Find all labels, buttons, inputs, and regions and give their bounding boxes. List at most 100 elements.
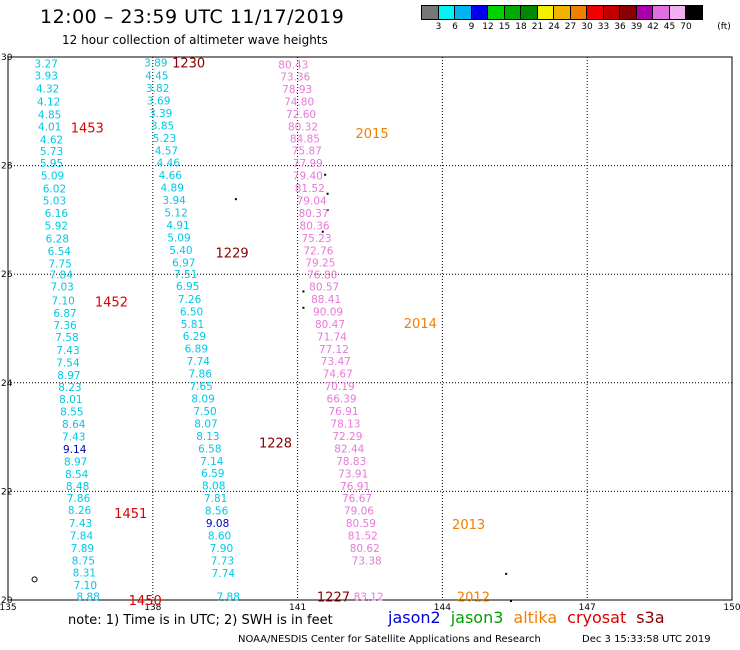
swh-value: 7.54 bbox=[56, 358, 80, 370]
swh-value: 6.58 bbox=[198, 444, 221, 456]
legend-entry-cryosat: cryosat bbox=[567, 608, 627, 627]
swh-value: 7.36 bbox=[53, 320, 77, 332]
generated-timestamp: Dec 3 15:33:58 UTC 2019 bbox=[582, 634, 711, 645]
swh-value: 7.58 bbox=[55, 332, 78, 344]
colorbar-label: 36 bbox=[614, 22, 626, 32]
pass-time-label: 2013 bbox=[452, 518, 485, 533]
map-subtitle: 12 hour collection of altimeter wave hei… bbox=[62, 33, 328, 47]
swh-value: 74.80 bbox=[284, 97, 314, 109]
swh-value: 7.84 bbox=[50, 270, 74, 282]
swh-value: 3.82 bbox=[146, 83, 169, 95]
swh-value: 7.51 bbox=[174, 269, 197, 281]
pass-time-label: 2012 bbox=[457, 591, 490, 606]
lon-tick-label: 138 bbox=[144, 603, 161, 613]
swh-value: 5.09 bbox=[41, 170, 64, 182]
island-speck bbox=[326, 209, 329, 212]
satellite-legend: jason2 jason3 altika cryosat s3a bbox=[388, 608, 665, 627]
swh-value: 80.47 bbox=[315, 319, 345, 331]
swh-value: 8.56 bbox=[205, 505, 229, 517]
swh-value: 7.89 bbox=[71, 543, 94, 555]
swh-value: 6.97 bbox=[172, 257, 195, 269]
swh-value: 72.29 bbox=[332, 431, 362, 443]
swh-value: 8.54 bbox=[65, 469, 89, 481]
swh-value: 5.95 bbox=[40, 158, 63, 170]
swh-value: 4.91 bbox=[166, 220, 189, 232]
swh-value: 73.47 bbox=[321, 356, 351, 368]
swh-value: 8.08 bbox=[202, 480, 225, 492]
swh-value: 7.26 bbox=[178, 294, 202, 306]
pass-time-label: 2015 bbox=[356, 127, 389, 142]
swh-value: 77.99 bbox=[293, 158, 323, 170]
swh-value: 4.32 bbox=[36, 83, 59, 95]
swh-value: 8.07 bbox=[194, 419, 217, 431]
swh-value: 79.04 bbox=[297, 195, 327, 207]
swh-value: 6.29 bbox=[183, 331, 206, 343]
lon-tick-label: 144 bbox=[434, 603, 451, 613]
swh-value: 3.69 bbox=[147, 95, 170, 107]
colorbar-label: 70 bbox=[680, 22, 692, 32]
lon-tick-label: 135 bbox=[0, 603, 17, 613]
swh-value: 9.14 bbox=[63, 444, 87, 456]
colorbar-label: 9 bbox=[468, 22, 475, 32]
pass-time-label: 1228 bbox=[259, 437, 292, 452]
swh-value: 6.02 bbox=[43, 183, 66, 195]
swh-value: 8.97 bbox=[57, 370, 80, 382]
swh-value: 6.54 bbox=[48, 246, 72, 258]
swh-value: 80.32 bbox=[288, 122, 318, 134]
swh-value: 72.60 bbox=[286, 109, 316, 121]
swh-value: 6.50 bbox=[180, 307, 203, 319]
swh-value: 80.57 bbox=[309, 282, 339, 294]
swh-value: 7.74 bbox=[212, 568, 236, 580]
swh-value: 78.93 bbox=[282, 84, 312, 96]
swh-value: 8.48 bbox=[66, 481, 89, 493]
swh-value: 8.31 bbox=[73, 567, 96, 579]
swh-value: 5.40 bbox=[169, 245, 192, 257]
swh-value: 76.91 bbox=[328, 406, 358, 418]
swh-value: 6.16 bbox=[45, 208, 69, 220]
swh-value: 78.13 bbox=[330, 419, 360, 431]
swh-value: 4.85 bbox=[38, 110, 61, 122]
pass-time-label: 1451 bbox=[114, 507, 147, 522]
swh-value: 8.26 bbox=[68, 505, 92, 517]
swh-value: 4.66 bbox=[159, 170, 183, 182]
swh-value: 77.12 bbox=[319, 344, 349, 356]
swh-value: 4.57 bbox=[155, 145, 178, 157]
swh-value: 7.74 bbox=[187, 356, 211, 368]
swh-value: 7.03 bbox=[50, 282, 73, 294]
island-speck bbox=[302, 306, 305, 309]
colorbar-label: 33 bbox=[597, 22, 610, 32]
swh-value: 7.65 bbox=[189, 381, 212, 393]
wave-height-colorbar bbox=[421, 5, 703, 20]
island-marker bbox=[31, 576, 38, 583]
swh-value: 3.39 bbox=[149, 108, 172, 120]
swh-value: 6.95 bbox=[176, 281, 199, 293]
swh-value: 7.81 bbox=[204, 493, 227, 505]
swh-value: 7.86 bbox=[67, 493, 91, 505]
pass-time-label: 2014 bbox=[404, 317, 437, 332]
lon-tick-label: 147 bbox=[579, 603, 596, 613]
lon-tick-label: 150 bbox=[723, 603, 740, 613]
swh-value: 3.93 bbox=[35, 70, 58, 82]
pass-time-label: 1227 bbox=[317, 591, 350, 606]
colorbar-label: 39 bbox=[630, 22, 643, 32]
map-frame bbox=[7, 56, 733, 601]
colorbar-swatch bbox=[685, 5, 703, 20]
island-speck bbox=[302, 290, 305, 293]
swh-value: 6.28 bbox=[46, 233, 69, 245]
colorbar-label: 21 bbox=[531, 22, 544, 32]
swh-value: 80.59 bbox=[346, 518, 376, 530]
swh-value: 8.23 bbox=[58, 382, 81, 394]
swh-value: 88.41 bbox=[311, 294, 341, 306]
swh-value: 80.62 bbox=[350, 543, 380, 555]
colorbar-label: 3 bbox=[435, 22, 442, 32]
lon-tick-label: 141 bbox=[289, 603, 306, 613]
swh-value: 6.87 bbox=[53, 308, 76, 320]
colorbar-label: 15 bbox=[498, 22, 511, 32]
swh-value: 90.09 bbox=[313, 307, 343, 319]
swh-value: 4.89 bbox=[161, 182, 184, 194]
swh-value: 8.88 bbox=[77, 592, 100, 604]
swh-value: 71.74 bbox=[317, 332, 347, 344]
swh-value: 7.84 bbox=[70, 530, 94, 542]
swh-value: 82.44 bbox=[334, 444, 364, 456]
